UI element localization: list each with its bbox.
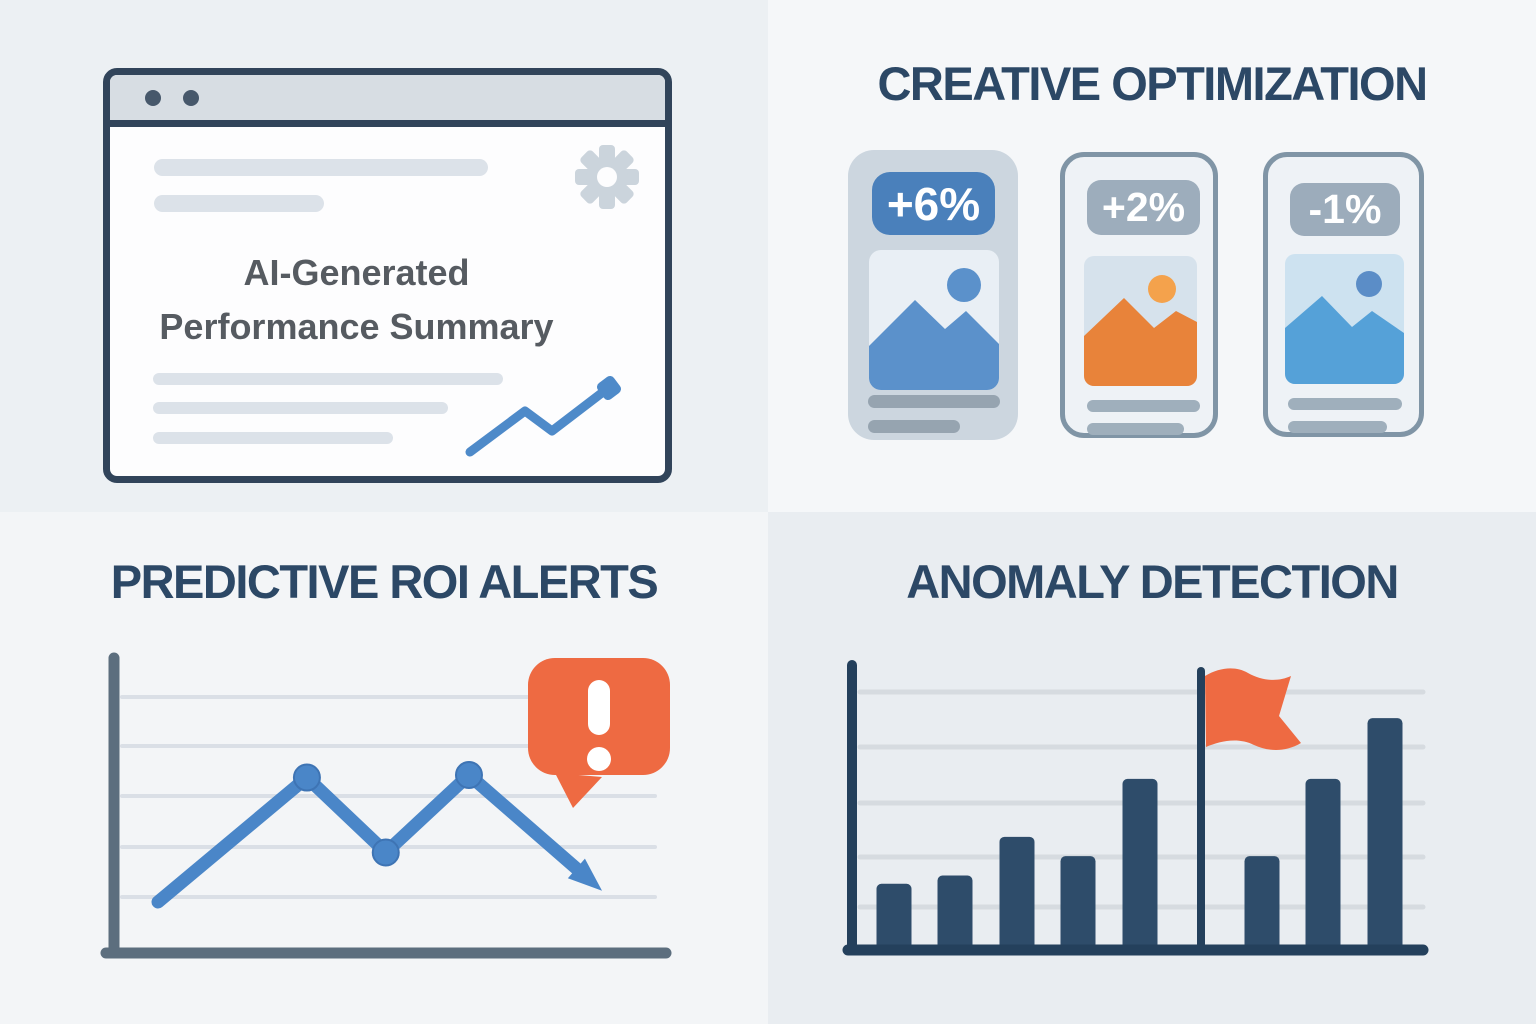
window-dot-icon <box>183 89 199 106</box>
sun-icon <box>1148 275 1176 303</box>
browser-titlebar <box>110 75 665 127</box>
section-title: PREDICTIVE ROI ALERTS <box>110 555 659 608</box>
window-title-line1: AI-Generated <box>243 252 470 293</box>
creative-card-1: +6% <box>848 150 1018 440</box>
bar <box>1060 856 1096 950</box>
bar <box>1122 778 1158 950</box>
chart-axes <box>842 660 1429 956</box>
red-flag-icon <box>1197 667 1301 950</box>
placeholder-line <box>1288 421 1387 433</box>
image-placeholder-icon <box>869 250 999 390</box>
quadrant-predictive-roi: PREDICTIVE ROI ALERTS <box>0 512 768 1024</box>
bar <box>999 836 1035 950</box>
placeholder-line <box>1288 398 1402 410</box>
quadrant-ai-summary: AI-Generated Performance Summary <box>0 0 768 512</box>
creative-card-2: +2% <box>1060 152 1218 438</box>
roi-line-markers <box>292 761 483 867</box>
chart-axes <box>100 652 672 959</box>
image-placeholder-icon <box>1285 254 1404 384</box>
sun-icon <box>1356 271 1382 297</box>
placeholder-line <box>1087 400 1200 412</box>
mountains-icon <box>1285 296 1404 384</box>
placeholder-line <box>153 402 448 414</box>
placeholder-line <box>868 395 1000 408</box>
uplift-badge: +6% <box>872 172 995 235</box>
roi-trend-line <box>151 761 603 909</box>
section-title: ANOMALY DETECTION <box>906 555 1399 608</box>
section-title: CREATIVE OPTIMIZATION <box>877 57 1428 110</box>
creative-card-3: -1% <box>1263 152 1424 437</box>
uplift-badge: -1% <box>1290 183 1400 236</box>
placeholder-line <box>154 195 324 212</box>
roi-line-chart <box>100 652 672 959</box>
quadrant-anomaly-detection: ANOMALY DETECTION <box>768 512 1536 1024</box>
exclamation-bubble-icon <box>528 658 670 808</box>
bar <box>1367 718 1403 950</box>
bar <box>937 875 973 950</box>
bar <box>876 883 912 950</box>
placeholder-line <box>868 420 960 433</box>
anomaly-bars <box>876 718 1403 950</box>
placeholder-line <box>153 373 503 385</box>
placeholder-line <box>1087 423 1184 435</box>
sun-icon <box>947 268 981 302</box>
quadrant-creative-optimization: CREATIVE OPTIMIZATION +6% +2% <box>768 0 1536 512</box>
uplift-badge: +2% <box>1087 180 1200 235</box>
image-placeholder-icon <box>1084 256 1197 386</box>
window-dot-icon <box>145 89 161 106</box>
window-title-line2: Performance Summary <box>159 306 554 347</box>
anomaly-bar-chart <box>842 660 1429 956</box>
window-title: AI-Generated Performance Summary <box>146 246 567 354</box>
mountains-icon <box>1084 298 1197 386</box>
bar <box>1305 778 1341 950</box>
placeholder-line <box>154 159 488 176</box>
bar <box>1244 856 1280 950</box>
placeholder-line <box>153 432 393 444</box>
mountains-icon <box>869 300 999 390</box>
down-arrowhead-icon <box>567 858 603 891</box>
